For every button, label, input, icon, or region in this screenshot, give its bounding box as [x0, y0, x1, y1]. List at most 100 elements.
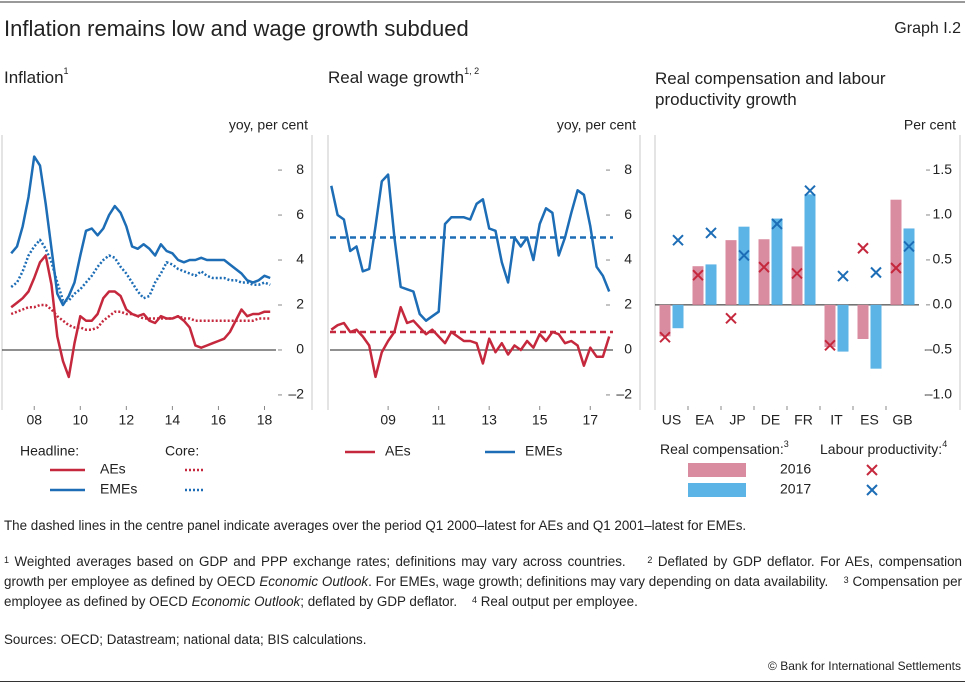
- x-tick-label: 18: [257, 412, 273, 428]
- productivity-marker: [705, 227, 717, 239]
- legend-label: EMEs: [100, 481, 137, 497]
- footnote-marker: 4: [471, 595, 477, 605]
- footnote-marker: 1: [4, 555, 10, 565]
- footnote-ref: 1: [63, 66, 69, 76]
- axis-label: yoy, per cent: [557, 117, 636, 133]
- bar: [771, 218, 783, 305]
- panel-title: Inflation1: [4, 66, 69, 88]
- graph-label: Graph I.2: [894, 20, 961, 37]
- x-tick-label: FR: [794, 412, 813, 428]
- series-line: [10, 238, 271, 302]
- legend-label: AEs: [385, 443, 411, 459]
- productivity-marker: [758, 261, 770, 273]
- footnote-ref: 1, 2: [464, 66, 480, 76]
- bar: [672, 304, 684, 329]
- y-tick-label: 4: [624, 251, 632, 267]
- bar: [804, 194, 816, 305]
- footnote-text: Weighted averages based on GDP and PPP e…: [14, 554, 626, 569]
- bar: [903, 228, 915, 305]
- bar: [857, 304, 869, 340]
- panel-title-text: Inflation: [4, 68, 64, 87]
- legend-label: 2017: [780, 481, 811, 497]
- legend-title: Real compensation:3: [660, 439, 789, 457]
- bar: [824, 304, 836, 348]
- legend-title: Labour productivity:4: [820, 439, 948, 457]
- x-tick-label: GB: [892, 412, 912, 428]
- legend-label: 2016: [780, 461, 811, 477]
- productivity-marker: [890, 262, 902, 274]
- x-tick-label: US: [662, 412, 681, 428]
- productivity-marker: [791, 267, 803, 280]
- footnote-text: Real output per employee.: [480, 594, 638, 609]
- y-tick-label: 4: [296, 251, 304, 267]
- panel-title: Real compensation and labour productivit…: [655, 69, 886, 109]
- y-tick-label: 1.0: [933, 206, 953, 222]
- footnote-text: Economic Outlook: [191, 594, 301, 609]
- copyright: © Bank for International Settlements: [768, 659, 961, 673]
- bar: [791, 246, 803, 305]
- legend-swatch: [688, 483, 746, 497]
- bar: [758, 239, 770, 305]
- footnote-marker: 2: [647, 555, 653, 565]
- x-tick-label: DE: [761, 412, 780, 428]
- series-line: [10, 254, 271, 379]
- productivity-marker: [903, 240, 915, 253]
- x-tick-label: 15: [532, 412, 548, 428]
- productivity-marker: [824, 339, 836, 352]
- productivity-marker: [771, 218, 783, 230]
- x-tick-label: 12: [119, 412, 135, 428]
- footnote-ref: 3: [783, 439, 789, 449]
- x-tick-label: 14: [165, 412, 181, 428]
- legend-title-text: Real compensation:: [660, 441, 784, 457]
- y-tick-label: 0: [296, 341, 304, 357]
- sources: Sources: OECD; Datastream; national data…: [4, 632, 367, 647]
- bar: [705, 264, 717, 305]
- x-tick-label: EA: [695, 412, 714, 428]
- series-line: [330, 173, 611, 322]
- legend-marker: [866, 484, 878, 496]
- footnote-text: . For EMEs, wage growth; definitions may…: [368, 574, 829, 589]
- y-tick-label: 6: [624, 206, 632, 222]
- y-tick-label: 2: [624, 296, 632, 312]
- productivity-marker: [738, 249, 750, 262]
- y-tick-label: 1.5: [933, 161, 953, 177]
- legend-label: AEs: [100, 461, 126, 477]
- y-tick-label: 2: [296, 296, 304, 312]
- footnote-text: Economic Outlook: [259, 574, 369, 589]
- series-line: [10, 303, 271, 331]
- footnote-text: Compensation per employee as defined by …: [4, 574, 962, 609]
- legend-label: EMEs: [525, 443, 562, 459]
- x-tick-label: 17: [582, 412, 598, 428]
- y-tick-label: –2: [616, 386, 632, 402]
- x-tick-label: ES: [860, 412, 879, 428]
- productivity-marker: [837, 270, 849, 282]
- x-tick-label: 11: [431, 412, 446, 428]
- x-tick-label: 10: [72, 412, 88, 428]
- y-tick-label: 0.0: [933, 296, 953, 312]
- productivity-marker: [857, 242, 869, 254]
- x-tick-label: 08: [26, 412, 42, 428]
- bar: [725, 240, 737, 305]
- productivity-marker: [659, 331, 671, 343]
- panel-title-text: Real wage growth: [328, 68, 465, 87]
- bottom-rule: [0, 681, 965, 682]
- y-tick-label: –2: [288, 386, 304, 402]
- legend-group: Core:: [165, 443, 199, 459]
- productivity-marker: [870, 266, 882, 279]
- y-tick-label: 6: [296, 206, 304, 222]
- bar: [692, 266, 704, 305]
- footnote-ref: 4: [942, 439, 948, 449]
- productivity-marker: [725, 312, 737, 325]
- footnote-marker: 3: [843, 575, 849, 585]
- productivity-marker: [804, 185, 816, 197]
- y-tick-label: 0.5: [933, 251, 953, 267]
- legend-marker: [866, 464, 878, 476]
- productivity-marker: [692, 269, 704, 281]
- bar: [870, 304, 882, 369]
- x-tick-label: 16: [211, 412, 227, 428]
- legend-title-text: Labour productivity:: [820, 441, 943, 457]
- y-tick-label: 8: [624, 161, 632, 177]
- bar: [890, 199, 902, 305]
